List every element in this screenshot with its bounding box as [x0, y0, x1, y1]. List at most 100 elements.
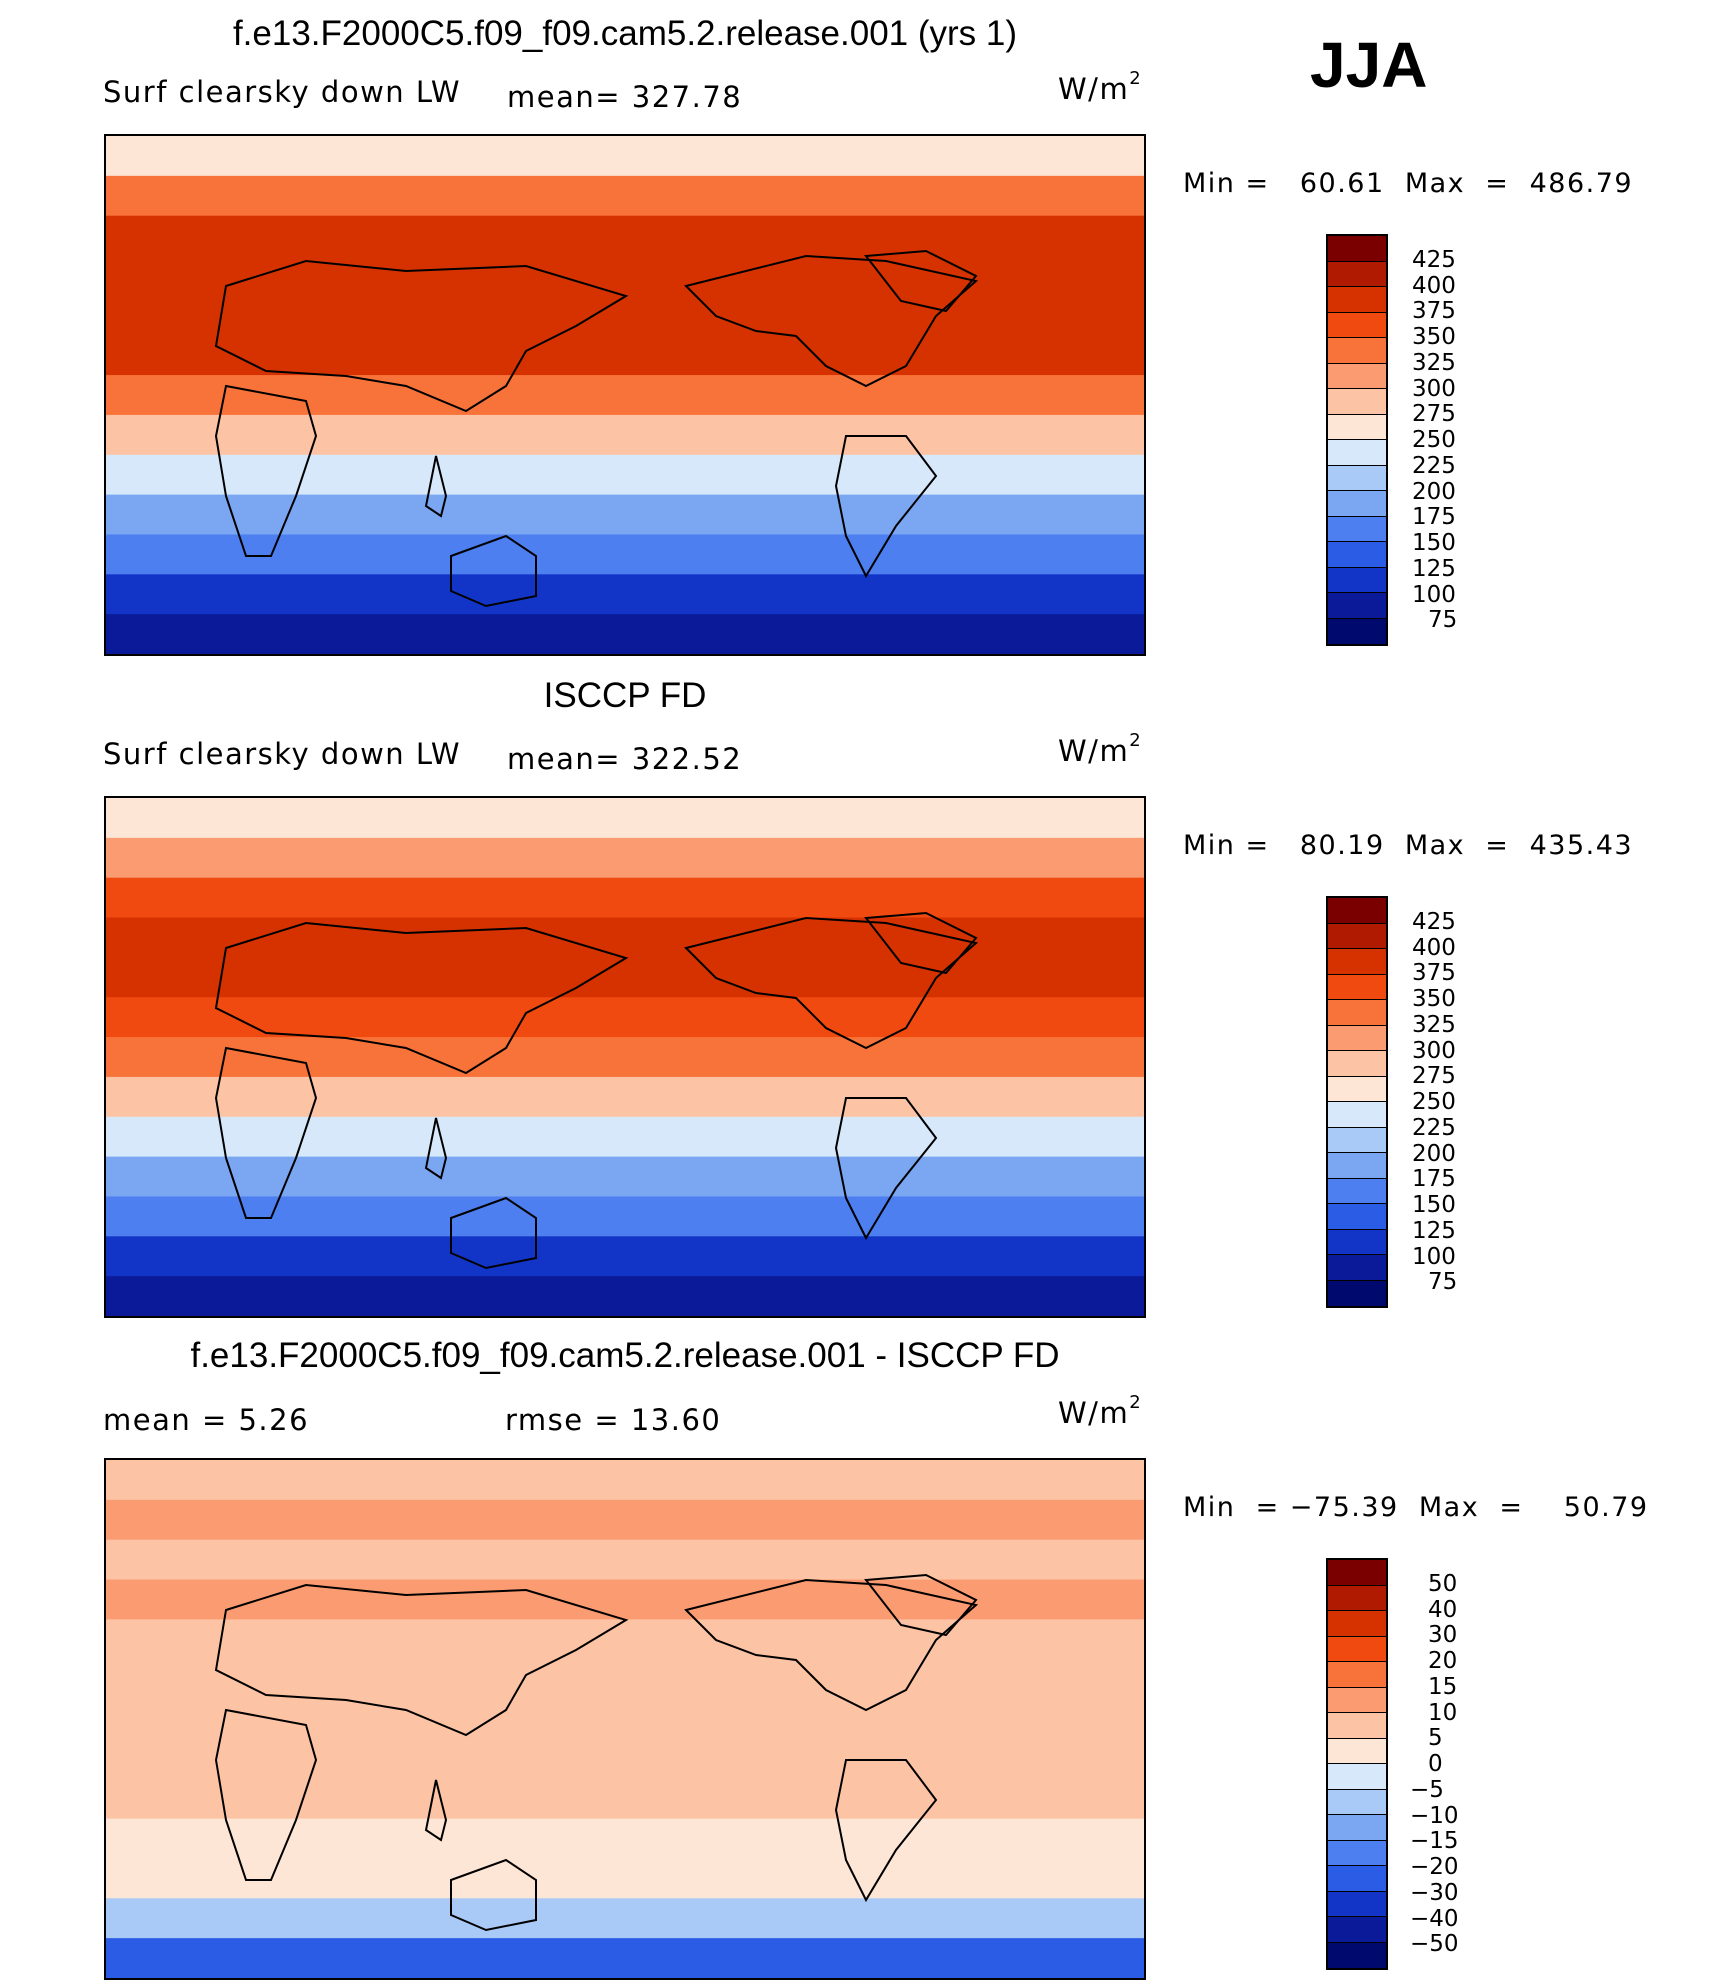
panel-title-obs: ISCCP FD: [543, 676, 707, 715]
map-band: [106, 215, 1144, 257]
units-label-model: W/m2: [1058, 68, 1141, 106]
colorbar-segment: [1328, 542, 1386, 568]
coastline: [214, 1046, 318, 1219]
map-band: [106, 1858, 1144, 1900]
colorbar-segment: [1328, 1076, 1386, 1102]
map-band: [106, 255, 1144, 297]
map-band: [106, 295, 1144, 337]
mean-label-obs: mean= 322.52: [507, 742, 743, 776]
colorbar-tick-label: 250: [1412, 427, 1456, 453]
colorbar-labels-diff: 50 40 30 20 15 10 5 0 −5 −10 −15 −20 −30 −40 −50: [1402, 1558, 1522, 1970]
colorbar-segment: [1328, 1102, 1386, 1128]
map-band: [106, 837, 1144, 879]
colorbar-diff: [1326, 1558, 1388, 1970]
coastline: [684, 916, 979, 1050]
colorbar-tick-label: 20: [1428, 1648, 1458, 1674]
colorbar-tick-label: 325: [1412, 1011, 1456, 1038]
colorbar-segment: [1328, 949, 1386, 975]
colorbar-segment: [1328, 974, 1386, 1000]
colorbar-segment: [1328, 1229, 1386, 1255]
colorbar-segment: [1328, 923, 1386, 949]
variable-label-obs: Surf clearsky down LW: [103, 737, 462, 771]
colorbar-segment: [1328, 312, 1386, 338]
map-band: [106, 917, 1144, 959]
colorbar-tick-label: 375: [1412, 960, 1456, 987]
coastline: [450, 1196, 537, 1270]
map-band: [106, 997, 1144, 1039]
map-svg-model: [106, 136, 1144, 654]
colorbar-tick-label: 300: [1412, 1037, 1456, 1064]
colorbar-segment: [1328, 1280, 1386, 1306]
coastline: [424, 1779, 448, 1842]
colorbar-tick-label: 400: [1412, 272, 1456, 299]
colorbar-segment: [1328, 516, 1386, 542]
colorbar-tick-label: 150: [1412, 530, 1456, 556]
colorbar-tick-label: 10: [1428, 1699, 1458, 1726]
map-band: [106, 136, 1144, 177]
colorbar-labels-model: 425 400 375 350 325 300 275 250 225 200 175 150 125 1…: [1402, 234, 1522, 646]
units-label-diff: W/m2: [1058, 1392, 1141, 1430]
coastline: [214, 1583, 629, 1737]
colorbar-segment: [1328, 414, 1386, 440]
map-band: [106, 877, 1144, 919]
colorbar-tick-label: 250: [1412, 1089, 1456, 1115]
colorbar-segment: [1328, 1153, 1386, 1179]
colorbar-segment: [1328, 1917, 1386, 1943]
map-band: [106, 1196, 1144, 1238]
colorbar-segment: [1328, 440, 1386, 466]
coastline: [834, 435, 938, 579]
mean-label-diff: mean = 5.26: [103, 1403, 310, 1437]
map-band: [106, 175, 1144, 217]
mean-label-model: mean= 327.78: [507, 80, 743, 114]
map-band: [106, 1156, 1144, 1198]
coastline: [864, 249, 978, 313]
colorbar-segment: [1328, 1127, 1386, 1153]
map-model: [104, 134, 1146, 656]
colorbar-segment: [1328, 389, 1386, 415]
colorbar-tick-label: 300: [1412, 375, 1456, 402]
colorbar-obs: [1326, 896, 1388, 1308]
colorbar-segment: [1328, 1204, 1386, 1230]
colorbar-segment: [1328, 1560, 1386, 1586]
panel-title-diff: f.e13.F2000C5.f09_f09.cam5.2.release.001…: [190, 1336, 1060, 1375]
map-band: [106, 1276, 1144, 1316]
map-band: [106, 1460, 1144, 1501]
colorbar-tick-label: 75: [1428, 1269, 1458, 1296]
map-band: [106, 1738, 1144, 1780]
colorbar-tick-label: 100: [1412, 1243, 1456, 1270]
colorbar-tick-label: 425: [1412, 908, 1456, 935]
colorbar-segment: [1328, 1611, 1386, 1637]
colorbar-tick-label: −10: [1410, 1802, 1459, 1829]
colorbar-segment: [1328, 465, 1386, 491]
colorbar-tick-label: 425: [1412, 246, 1456, 273]
map-band: [106, 375, 1144, 416]
map-band: [106, 798, 1144, 839]
colorbar-segment: [1328, 236, 1386, 262]
coastline: [450, 534, 537, 608]
colorbar-segment: [1328, 363, 1386, 389]
colorbar-segment: [1328, 1866, 1386, 1892]
colorbar-segment: [1328, 1764, 1386, 1790]
map-band: [106, 414, 1144, 456]
colorbar-segment: [1328, 1051, 1386, 1077]
map-band: [106, 1037, 1144, 1078]
colorbar-tick-label: 100: [1412, 581, 1456, 608]
map-band: [106, 1619, 1144, 1661]
colorbar-tick-label: 125: [1412, 555, 1456, 582]
colorbar-tick-label: 350: [1412, 324, 1456, 350]
colorbar-segment: [1328, 1025, 1386, 1051]
coastline: [450, 1858, 537, 1932]
colorbar-tick-label: 50: [1428, 1570, 1458, 1597]
coastline: [864, 911, 978, 975]
coastline: [214, 1708, 318, 1881]
map-band: [106, 454, 1144, 496]
colorbar-tick-label: 350: [1412, 986, 1456, 1012]
colorbar-tick-label: 225: [1412, 1114, 1456, 1141]
colorbar-segment: [1328, 1636, 1386, 1662]
colorbar-segment: [1328, 1178, 1386, 1204]
min-max-obs: Min = 80.19 Max = 435.43: [1183, 830, 1634, 861]
colorbar-segment: [1328, 1000, 1386, 1026]
map-diff: [104, 1458, 1146, 1980]
colorbar-segment: [1328, 1840, 1386, 1866]
panel-title-model: f.e13.F2000C5.f09_f09.cam5.2.release.001…: [232, 14, 1018, 53]
